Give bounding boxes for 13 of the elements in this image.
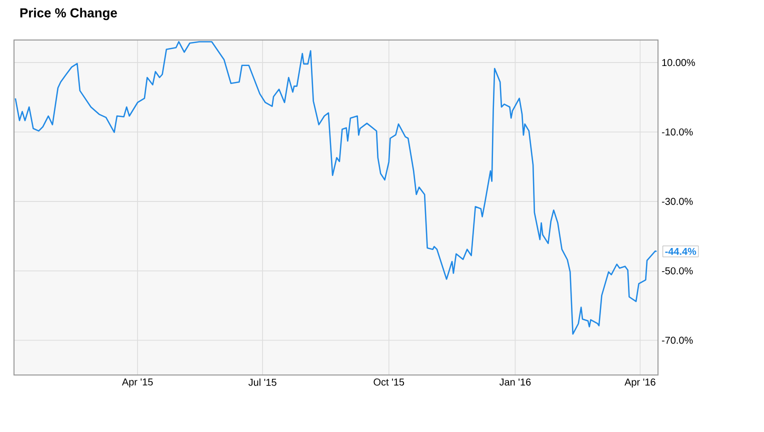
- x-tick-label: Jul '15: [248, 378, 276, 386]
- x-tick-label: Apr '16: [624, 378, 656, 388]
- x-tick-label: Oct '15: [374, 378, 404, 386]
- y-tick-label: -70.0%: [662, 336, 693, 344]
- y-tick-label: -10.0%: [662, 128, 693, 136]
- y-tick-label: 10.00%: [662, 59, 695, 66]
- chart-title: Price % Change: [20, 8, 117, 20]
- line-series: [14, 41, 658, 335]
- x-tick-label: Apr '15: [122, 378, 153, 388]
- y-tick-label: -30.0%: [662, 198, 693, 205]
- y-tick-label: -50.0%: [662, 267, 693, 274]
- annotation: -44.4%: [665, 248, 696, 255]
- x-tick-label: Jan '16: [499, 378, 531, 386]
